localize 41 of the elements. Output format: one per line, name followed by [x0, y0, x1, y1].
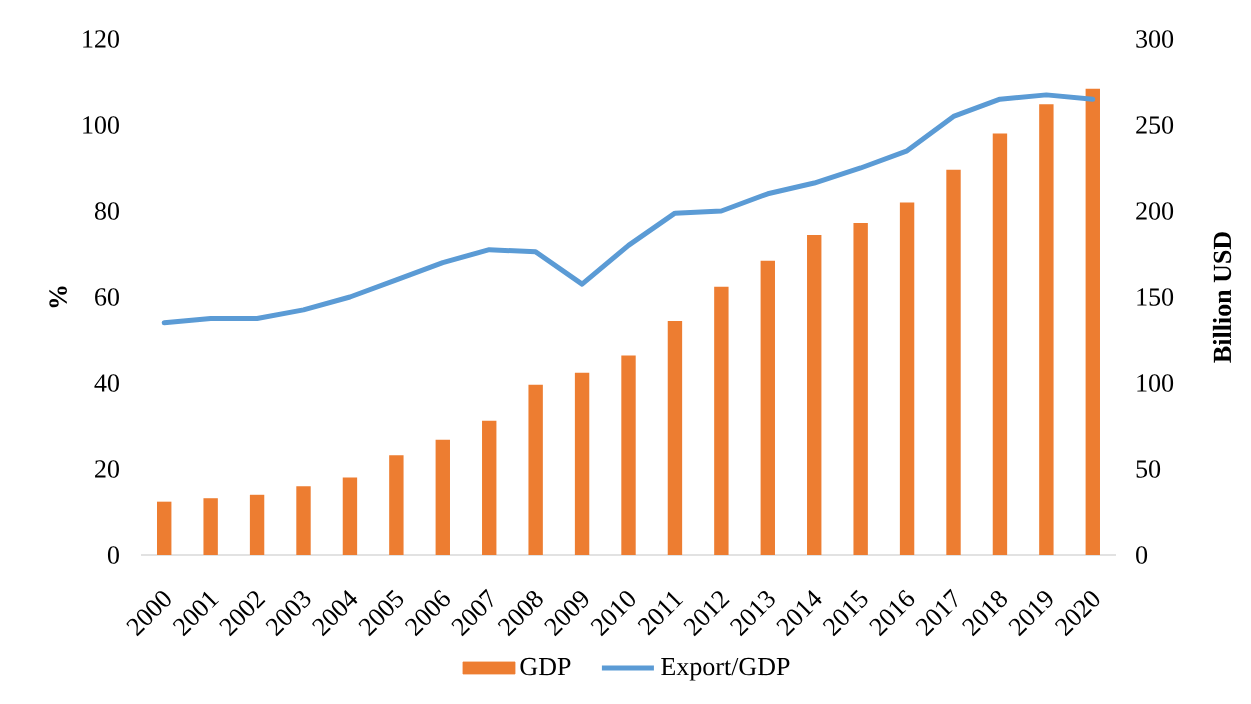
bar — [157, 501, 172, 555]
y-tick-label: 100 — [83, 116, 119, 134]
legend-label: Export/GDP — [661, 657, 790, 681]
y2-tick-label: 0 — [1136, 546, 1148, 564]
bar — [482, 420, 497, 555]
bar — [807, 235, 822, 555]
y-tick-label: 120 — [83, 30, 119, 48]
bar — [342, 477, 358, 555]
y2-tick-label: 150 — [1137, 288, 1174, 306]
y2-tick-label: 200 — [1136, 202, 1174, 220]
bar — [667, 321, 683, 555]
y-tick-label: 60 — [95, 288, 119, 306]
bar — [760, 260, 775, 555]
x-tick-label: 2001 — [172, 591, 219, 637]
y2-tick-label: 100 — [1137, 374, 1174, 392]
y-axis-title: % — [49, 286, 67, 308]
bar — [296, 486, 311, 555]
y-tick-label: 0 — [107, 546, 119, 564]
bar — [714, 286, 729, 555]
bar — [1039, 104, 1054, 555]
bar — [203, 498, 218, 555]
bar — [853, 223, 868, 555]
y2-axis-title: Billion USD — [1212, 232, 1232, 363]
y-tick-label: 20 — [95, 460, 119, 478]
bar — [621, 355, 636, 555]
bar — [528, 384, 543, 555]
legend-label: GDP — [520, 657, 571, 676]
y2-tick-label: 50 — [1136, 460, 1161, 478]
y2-tick-label: 300 — [1136, 30, 1174, 48]
bar — [946, 169, 961, 555]
bar — [899, 202, 915, 555]
bar — [1085, 88, 1100, 555]
bar — [389, 455, 404, 555]
bar — [574, 372, 590, 555]
y2-tick-label: 250 — [1136, 116, 1174, 134]
bar — [249, 494, 265, 555]
x-tick-label: 2011 — [637, 591, 684, 636]
bar — [992, 133, 1008, 555]
y-tick-label: 40 — [94, 374, 119, 392]
y-tick-label: 80 — [94, 202, 119, 220]
bar — [435, 439, 450, 555]
